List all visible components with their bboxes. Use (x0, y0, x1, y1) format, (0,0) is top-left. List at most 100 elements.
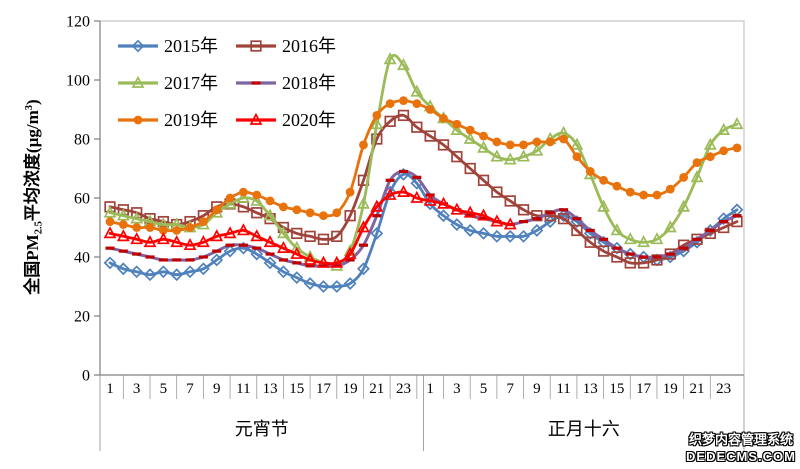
x-hour-label: 7 (186, 381, 194, 397)
triangle-marker (503, 217, 517, 230)
legend-label: 2015年 (164, 36, 218, 56)
legend: 2015年 2016年 2017年 2018年 2019年 2020年 (118, 36, 336, 130)
y-axis-title-suffix: ) (23, 99, 42, 105)
circle-marker (198, 217, 208, 227)
triangle-marker (370, 199, 384, 212)
dash-marker (305, 264, 315, 268)
circle-marker (118, 220, 128, 229)
dash-marker (652, 255, 662, 259)
dash-marker (572, 217, 582, 221)
triangle-marker (623, 232, 637, 245)
triangle-marker (116, 229, 130, 242)
circle-marker (172, 226, 182, 235)
y-tick-label: 60 (74, 191, 90, 208)
triangle-marker (223, 196, 237, 209)
circle-marker (732, 143, 742, 153)
circle-marker (412, 99, 422, 108)
x-hour-label: 9 (533, 381, 541, 397)
x-day-label: 元宵节 (235, 419, 289, 439)
x-hour-label: 17 (636, 381, 652, 397)
diamond-marker (450, 218, 464, 231)
circle-marker (212, 205, 222, 215)
y-tick-label: 20 (74, 309, 90, 326)
dash-marker (278, 258, 288, 262)
series-2019年 (105, 96, 742, 235)
dash-marker (479, 217, 489, 221)
circle-marker (439, 113, 448, 123)
legend-item-2019年: 2019年 (118, 110, 218, 130)
y-axis-title-superscript: 3 (24, 104, 36, 111)
dash-marker (225, 243, 235, 247)
x-hour-label: 19 (343, 381, 358, 397)
dash-marker (212, 249, 222, 253)
square-marker (611, 251, 623, 263)
triangle-marker (663, 220, 677, 233)
dash-marker (398, 169, 408, 174)
diamond-marker (277, 265, 290, 279)
triangle-marker (423, 193, 437, 206)
circle-marker (599, 175, 608, 185)
dash-marker (372, 214, 382, 218)
triangle-marker (370, 117, 384, 130)
x-axis: 1 3 5 7 9 11 13 15 17 19 21 23 1 3 5 7 9 11 13 15 17 19 21 23元宵… (99, 375, 745, 451)
circle-marker (465, 125, 475, 135)
triangle-marker (131, 75, 145, 88)
x-hour-label: 17 (316, 381, 332, 397)
square-marker (251, 207, 263, 219)
circle-marker (719, 146, 729, 156)
dash-marker (198, 255, 208, 259)
triangle-marker (383, 52, 397, 65)
dash-marker (252, 246, 262, 250)
square-marker (437, 139, 450, 151)
circle-marker (665, 184, 675, 194)
legend-item-2020年: 2020年 (236, 110, 336, 130)
triangle-marker (196, 235, 210, 248)
dash-marker (585, 228, 595, 233)
x-hour-label: 1 (426, 381, 434, 397)
square-marker (384, 115, 396, 127)
diamond-marker (477, 226, 490, 240)
square-marker (691, 233, 703, 245)
circle-marker (625, 187, 635, 197)
dash-marker (185, 258, 195, 262)
triangle-marker (410, 84, 424, 97)
dash-marker (318, 264, 328, 268)
square-marker (397, 109, 410, 122)
dash-marker (639, 255, 649, 259)
circle-marker (559, 134, 568, 144)
triangle-marker (263, 208, 277, 221)
circle-marker (105, 217, 115, 227)
square-marker (557, 213, 570, 225)
dash-marker (251, 81, 261, 85)
legend-label: 2019年 (164, 110, 218, 130)
y-axis: 0 20 40 60 80 100 120 (66, 14, 100, 385)
square-marker (317, 233, 330, 245)
circle-marker (292, 205, 302, 215)
x-hour-label: 23 (716, 381, 731, 397)
diamond-marker (130, 265, 144, 279)
diamond-marker (250, 247, 264, 261)
diamond-marker (103, 256, 117, 270)
dash-marker (612, 246, 622, 250)
diamond-marker (463, 224, 477, 237)
y-axis-title-prefix: 全国PM (23, 234, 42, 295)
circle-marker (239, 187, 248, 197)
square-marker (331, 230, 343, 243)
square-marker (477, 174, 490, 186)
triangle-marker (677, 199, 691, 212)
diamond-marker (170, 268, 184, 282)
dash-marker (545, 211, 555, 215)
triangle-marker (277, 226, 290, 239)
square-marker (651, 254, 663, 266)
diamond-marker (263, 256, 277, 270)
triangle-marker (490, 149, 504, 162)
triangle-marker (410, 190, 424, 203)
triangle-marker (437, 196, 450, 209)
dash-marker (358, 243, 368, 247)
square-marker (504, 195, 516, 207)
circle-marker (305, 208, 315, 218)
triangle-marker (249, 112, 263, 125)
diamond-marker (517, 229, 530, 243)
circle-marker (505, 140, 515, 150)
